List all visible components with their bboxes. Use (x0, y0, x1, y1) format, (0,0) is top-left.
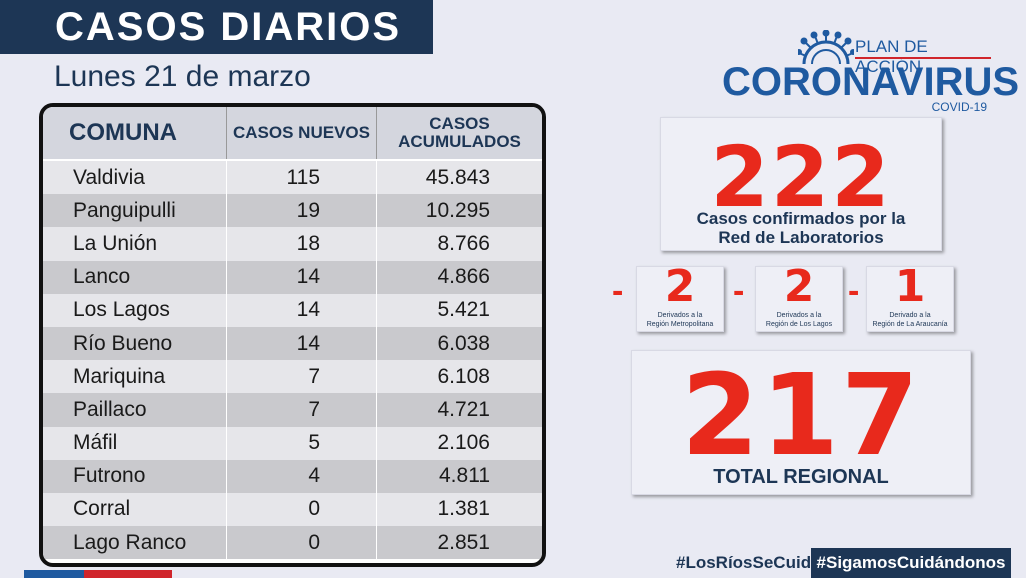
derived-label-line1: Derivados a la (776, 312, 822, 319)
cases-table: COMUNA CASOS NUEVOS CASOS ACUMULADOS Val… (39, 103, 546, 567)
cell-nuevos: 14 (226, 293, 376, 327)
confirmed-cases-box: 222 Casos confirmados por la Red de Labo… (660, 117, 942, 251)
cell-nuevos: 18 (226, 227, 376, 261)
table-row: Futrono 4 4.811 (43, 459, 542, 493)
total-regional-box: 217 TOTAL REGIONAL (631, 350, 971, 495)
cell-comuna: La Unión (73, 231, 158, 255)
cell-nuevos: 14 (226, 260, 376, 294)
cell-acumulados: 6.038 (376, 326, 542, 361)
cell-acumulados: 5.421 (376, 293, 542, 327)
table-header: COMUNA CASOS NUEVOS CASOS ACUMULADOS (43, 107, 542, 159)
cell-comuna: Paillaco (73, 397, 147, 421)
cell-acumulados: 4.866 (376, 260, 542, 294)
footer-stripe-red (84, 570, 172, 578)
header-casos-nuevos: CASOS NUEVOS (226, 107, 376, 159)
derived-label: Derivados a la Región de Los Lagos (756, 311, 842, 329)
table-row: Lanco 14 4.866 (43, 260, 542, 294)
logo-underline (855, 57, 991, 59)
table-row: Valdivia 115 45.843 (43, 161, 542, 195)
cell-nuevos: 115 (226, 161, 376, 195)
table-row: Corral 0 1.381 (43, 492, 542, 527)
minus-sign: - (733, 272, 745, 310)
derived-label-line1: Derivados a la (657, 312, 703, 319)
derived-label-line2: Región de Los Lagos (765, 321, 833, 328)
header-casos-acumulados-line1: CASOS (429, 114, 490, 133)
confirmed-label-line1: Casos confirmados por la (696, 209, 906, 228)
cell-acumulados: 2.106 (376, 426, 542, 460)
confirmed-number: 222 (710, 128, 892, 226)
cell-comuna: Los Lagos (73, 298, 170, 322)
derived-box-los-lagos: 2 Derivados a la Región de Los Lagos (755, 261, 843, 332)
hashtag-los-rios: #LosRíosSeCuida (676, 553, 821, 572)
cell-acumulados: 45.843 (376, 161, 542, 195)
total-label: TOTAL REGIONAL (713, 466, 889, 488)
table-row: Río Bueno 14 6.038 (43, 326, 542, 361)
cell-comuna: Río Bueno (73, 331, 173, 355)
derived-label-line2: Región Metropolitana (646, 321, 714, 328)
cell-acumulados: 6.108 (376, 360, 542, 394)
cell-acumulados: 10.295 (376, 194, 542, 228)
cell-comuna: Lanco (73, 265, 131, 289)
cell-comuna: Mariquina (73, 364, 166, 388)
cell-nuevos: 4 (226, 459, 376, 493)
derived-label: Derivados a la Región Metropolitana (637, 311, 723, 329)
derived-label-line1: Derivado a la (889, 312, 931, 319)
cell-comuna: Lago Ranco (73, 530, 187, 554)
total-number: 217 (681, 351, 921, 481)
header-casos-acumulados-line2: ACUMULADOS (398, 132, 521, 151)
minus-sign: - (612, 272, 624, 310)
cell-comuna: Valdivia (73, 165, 145, 189)
table-row: Máfil 5 2.106 (43, 426, 542, 460)
derived-box-araucania: 1 Derivado a la Región de La Araucanía (866, 261, 954, 332)
confirmed-label-line2: Red de Laboratorios (718, 228, 884, 247)
cell-nuevos: 0 (226, 492, 376, 527)
table-row: Lago Ranco 0 2.851 (43, 526, 542, 560)
cell-nuevos: 7 (226, 393, 376, 427)
derived-box-metropolitana: 2 Derivados a la Región Metropolitana (636, 261, 724, 332)
logo-plan-text: PLAN DE ACCIÓN (855, 37, 928, 76)
derived-number: 2 (664, 261, 696, 312)
cell-nuevos: 0 (226, 526, 376, 560)
cell-comuna: Corral (73, 497, 131, 521)
logo-main-text: CORONAVIRUS (722, 60, 1020, 104)
cell-acumulados: 1.381 (376, 492, 542, 527)
date-subtitle: Lunes 21 de marzo (54, 60, 311, 93)
cell-nuevos: 5 (226, 426, 376, 460)
derived-label-line2: Región de La Araucanía (872, 321, 948, 328)
table-row: Los Lagos 14 5.421 (43, 293, 542, 327)
minus-sign: - (848, 272, 860, 310)
cell-nuevos: 7 (226, 360, 376, 394)
table-row: La Unión 18 8.766 (43, 227, 542, 261)
cell-acumulados: 4.721 (376, 393, 542, 427)
table-body: Valdivia 115 45.843 Panguipulli 19 10.295 La… (43, 161, 542, 560)
page-title: CASOS DIARIOS (55, 4, 402, 49)
confirmed-label: Casos confirmados por la Red de Laborato… (661, 209, 941, 247)
cell-comuna: Futrono (73, 464, 146, 488)
coronavirus-logo: PLAN DE ACCIÓN CORONAVIRUS COVID-19 (720, 30, 1019, 115)
cell-nuevos: 19 (226, 194, 376, 228)
cell-comuna: Panguipulli (73, 198, 176, 222)
table-row: Paillaco 7 4.721 (43, 393, 542, 427)
derived-number: 2 (783, 261, 815, 312)
cell-acumulados: 2.851 (376, 526, 542, 560)
cell-acumulados: 4.811 (376, 459, 542, 493)
table-row: Panguipulli 19 10.295 (43, 194, 542, 228)
logo-covid-text: COVID-19 (931, 100, 987, 114)
cell-comuna: Máfil (73, 431, 118, 455)
cell-acumulados: 8.766 (376, 227, 542, 261)
virus-icon (798, 30, 854, 64)
table-row: Mariquina 7 6.108 (43, 360, 542, 394)
footer-stripe-blue (24, 570, 84, 578)
header-comuna: COMUNA (69, 119, 177, 146)
header-casos-acumulados: CASOS ACUMULADOS (376, 107, 542, 159)
cell-nuevos: 14 (226, 326, 376, 361)
derived-number: 1 (894, 261, 926, 312)
derived-label: Derivado a la Región de La Araucanía (867, 311, 953, 329)
hashtag-sigamos: #SigamosCuidándonos (811, 548, 1011, 578)
title-banner: CASOS DIARIOS (0, 0, 433, 54)
